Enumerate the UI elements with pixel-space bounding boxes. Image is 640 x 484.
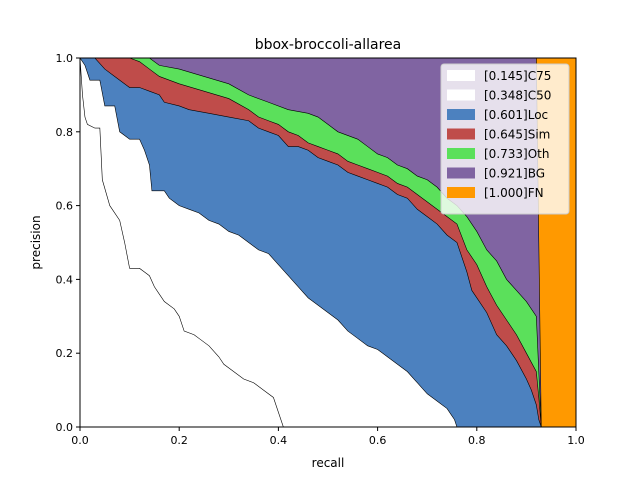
- area-outline-0: [79, 57, 284, 428]
- legend-swatch: [447, 109, 475, 120]
- legend-swatch: [447, 148, 475, 159]
- legend: [0.145]C75 [0.348]C50 [0.601]Loc [0.645]Sim…: [440, 63, 570, 215]
- x-axis-ticks: 0.0 0.2 0.4 0.6 0.8 1.0: [71, 427, 585, 447]
- x-tick-label: 0.4: [270, 434, 288, 447]
- y-tick-label: 0.0: [56, 421, 74, 434]
- y-tick-label: 1.0: [56, 52, 74, 65]
- area-outline-4: [80, 57, 542, 428]
- legend-swatch: [447, 89, 475, 101]
- x-tick-label: 0.0: [71, 434, 89, 447]
- legend-label: [1.000]FN: [484, 186, 544, 200]
- y-axis-ticks: 0.0 0.2 0.4 0.6 0.8 1.0: [56, 52, 80, 434]
- x-tick-label: 0.2: [170, 434, 188, 447]
- legend-label: [0.601]Loc: [484, 108, 548, 122]
- chart-title: bbox-broccoli-allarea: [255, 37, 402, 53]
- area-outline-2: [80, 57, 542, 428]
- legend-label: [0.348]C50: [484, 89, 551, 103]
- axes-frame: [79, 57, 577, 428]
- legend-label: [0.733]Oth: [484, 147, 549, 161]
- legend-label: [0.921]BG: [484, 167, 545, 181]
- x-tick-label: 0.6: [369, 434, 387, 447]
- area-0: [80, 58, 284, 427]
- x-axis-label: recall: [312, 456, 345, 470]
- legend-label: [0.145]C75: [484, 69, 551, 83]
- area-outline-3: [80, 57, 542, 428]
- y-tick-label: 0.4: [56, 273, 74, 286]
- y-tick-label: 0.6: [56, 200, 74, 213]
- y-tick-label: 0.2: [56, 347, 74, 360]
- legend-swatch: [447, 187, 475, 198]
- area-outline-1: [79, 57, 458, 428]
- y-tick-label: 0.8: [56, 126, 74, 139]
- legend-label: [0.645]Sim: [484, 128, 550, 142]
- y-axis-label: precision: [29, 215, 43, 269]
- x-tick-label: 0.8: [468, 434, 486, 447]
- legend-swatch: [447, 167, 475, 179]
- legend-swatch: [447, 128, 475, 140]
- legend-swatch: [447, 70, 475, 81]
- area-series-group: [80, 58, 576, 427]
- x-tick-label: 1.0: [567, 434, 585, 447]
